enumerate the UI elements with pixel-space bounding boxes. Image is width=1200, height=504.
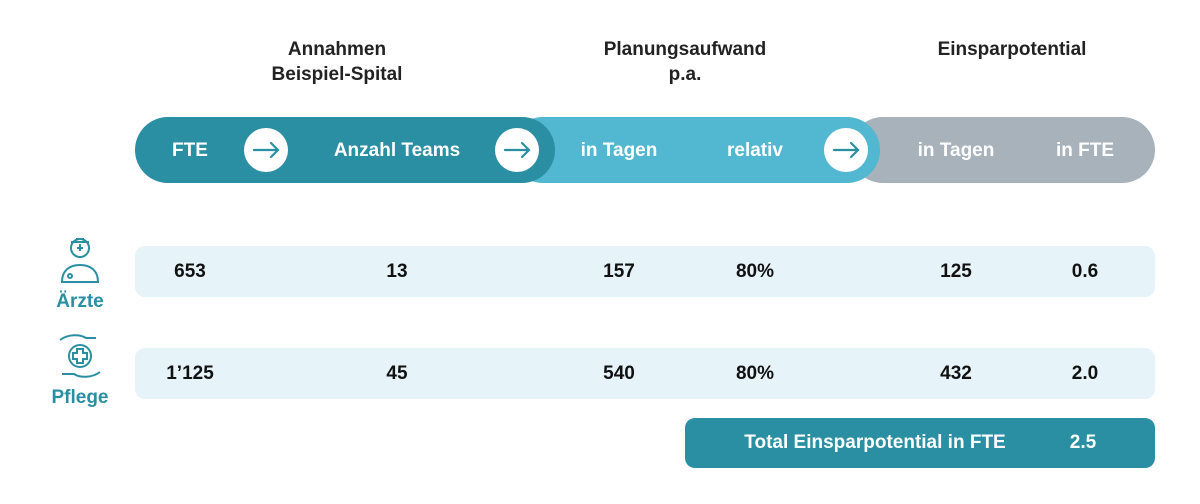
- cell: 13: [386, 261, 407, 282]
- column-label: FTE: [172, 140, 208, 161]
- row-label: Pflege: [51, 387, 108, 408]
- column-label: relativ: [727, 140, 783, 161]
- care-icon: [59, 334, 101, 378]
- arrow: [503, 141, 531, 159]
- segment-assumptions: [135, 117, 555, 183]
- cell: 540: [603, 363, 635, 384]
- cell: 80%: [736, 363, 774, 384]
- cell: 0.6: [1072, 261, 1098, 282]
- arrow: [252, 141, 280, 159]
- cell: 157: [603, 261, 635, 282]
- cell: 653: [174, 261, 206, 282]
- arrow-glyphs: [252, 141, 860, 159]
- cell: 432: [940, 363, 972, 384]
- cell: 125: [940, 261, 972, 282]
- total-box: [685, 418, 1155, 468]
- cell: 80%: [736, 261, 774, 282]
- arrow: [832, 141, 860, 159]
- group-header: Planungsaufwand: [604, 39, 767, 60]
- column-label: in Tagen: [918, 140, 995, 161]
- segment-planning: [510, 117, 880, 183]
- row-bg: [135, 348, 1155, 399]
- total-value: 2.5: [1070, 432, 1097, 453]
- doctor-icon: [60, 238, 100, 283]
- column-label: in FTE: [1056, 140, 1114, 161]
- group-header: Annahmen: [288, 39, 386, 60]
- cell: 2.0: [1072, 363, 1098, 384]
- total-label: Total Einsparpotential in FTE: [744, 432, 1005, 453]
- segment-savings: [850, 117, 1155, 183]
- row-label: Ärzte: [56, 291, 104, 312]
- group-header: Einsparpotential: [938, 39, 1087, 60]
- column-label: Anzahl Teams: [334, 140, 460, 161]
- group-header: p.a.: [669, 64, 702, 85]
- row-bg: [135, 246, 1155, 297]
- cell: 45: [386, 363, 408, 384]
- group-header: Beispiel-Spital: [272, 64, 403, 85]
- cell: 1’125: [166, 363, 214, 384]
- column-label: in Tagen: [581, 140, 658, 161]
